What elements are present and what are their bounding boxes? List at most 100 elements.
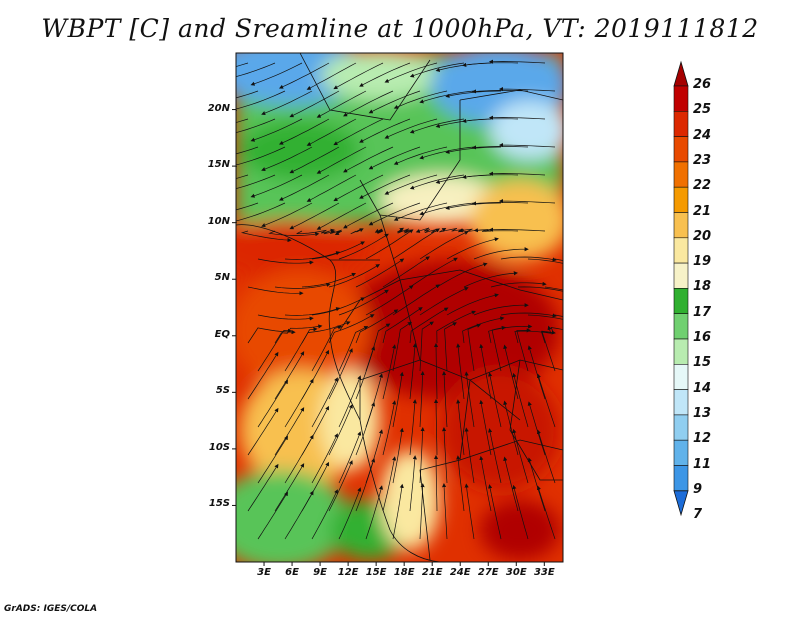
- streamline: [278, 118, 330, 145]
- colorbar: [673, 60, 689, 517]
- streamline: [392, 371, 404, 428]
- streamline: [536, 373, 556, 428]
- country-borders: [236, 53, 563, 562]
- lat-label: 20N: [207, 102, 230, 114]
- streamline: [296, 228, 335, 235]
- streamline: [236, 146, 286, 167]
- colorbar-segment: [673, 465, 689, 492]
- streamlines: [236, 59, 563, 540]
- streamline: [355, 457, 376, 512]
- streamline: [488, 115, 546, 120]
- streamline: [333, 62, 384, 90]
- streamline: [338, 487, 362, 540]
- streamline: [236, 90, 259, 99]
- lat-label: 10S: [208, 441, 230, 453]
- lon-label: 30E: [505, 567, 527, 578]
- streamline: [343, 90, 394, 117]
- streamline: [257, 491, 288, 540]
- streamline: [247, 407, 279, 456]
- streamline: [274, 407, 305, 456]
- streamline: [446, 293, 499, 316]
- lon-label: 33E: [533, 567, 555, 578]
- streamline: [498, 86, 556, 92]
- streamline: [301, 405, 329, 456]
- streamline: [311, 325, 343, 372]
- streamline: [392, 483, 404, 540]
- streamline: [392, 427, 404, 484]
- streamline: [456, 455, 465, 512]
- streamline: [488, 428, 502, 484]
- colorbar-label: 21: [693, 203, 712, 219]
- streamline: [316, 202, 367, 230]
- streamline: [374, 228, 384, 234]
- streamline: [384, 174, 438, 195]
- streamline: [503, 456, 519, 512]
- streamline: [491, 325, 506, 372]
- streamline: [415, 227, 438, 234]
- colorbar-segment: [673, 338, 689, 365]
- streamline: [479, 455, 492, 512]
- streamline: [257, 314, 314, 321]
- colorbar-segment: [673, 262, 689, 289]
- streamline: [527, 314, 563, 320]
- streamline: [250, 118, 303, 142]
- lat-label: 15N: [207, 159, 230, 171]
- streamline: [359, 118, 411, 143]
- streamline: [479, 343, 492, 400]
- streamline: [527, 401, 546, 456]
- streamline: [268, 230, 320, 237]
- streamline: [456, 343, 465, 400]
- lon-label: 15E: [365, 567, 387, 578]
- lon-label: 21E: [421, 567, 443, 578]
- lon-label: 27E: [477, 567, 499, 578]
- streamline: [498, 199, 556, 204]
- streamline: [433, 398, 439, 456]
- streamline: [328, 460, 353, 512]
- streamline: [419, 287, 469, 316]
- streamline: [368, 146, 421, 170]
- streamline: [444, 322, 457, 372]
- streamline: [536, 485, 556, 540]
- colorbar-label: 12: [693, 431, 712, 447]
- streamline: [278, 62, 330, 89]
- streamline: [311, 433, 338, 484]
- colorbar-label: 25: [693, 102, 712, 118]
- colorbar-label: 18: [693, 279, 712, 295]
- streamline: [419, 371, 425, 428]
- streamline: [540, 327, 563, 344]
- streamline: [236, 118, 249, 123]
- streamline: [368, 202, 421, 226]
- lon-label: 18E: [393, 567, 415, 578]
- colorbar-segment: [673, 288, 689, 314]
- colorbar-label: 17: [693, 304, 712, 320]
- streamline: [419, 231, 469, 260]
- streamline: [289, 146, 340, 174]
- grads-credit: GrADS: IGES/COLA: [4, 604, 98, 614]
- streamline: [365, 485, 384, 540]
- streamline: [278, 174, 330, 201]
- colorbar-label: 15: [693, 355, 712, 371]
- colorbar-segment: [673, 85, 689, 112]
- streamline: [536, 429, 556, 484]
- streamline: [274, 351, 305, 400]
- colorbar-segment: [673, 313, 689, 340]
- streamline: [503, 400, 519, 456]
- streamline: [409, 343, 417, 400]
- streamline: [323, 229, 343, 236]
- streamline: [343, 202, 394, 229]
- streamline: [436, 310, 476, 344]
- streamline: [338, 431, 362, 484]
- streamline: [301, 272, 357, 288]
- streamline: [289, 202, 340, 230]
- streamline: [350, 228, 364, 235]
- streamline: [463, 271, 518, 288]
- streamline: [236, 202, 259, 211]
- streamline: [284, 251, 341, 260]
- lon-label: 3E: [257, 567, 271, 578]
- streamline: [527, 457, 546, 512]
- streamline: [236, 90, 286, 111]
- streamline: [393, 202, 448, 221]
- streamline: [250, 174, 303, 198]
- lat-label: 10N: [207, 215, 230, 227]
- colorbar-label: 19: [693, 254, 712, 270]
